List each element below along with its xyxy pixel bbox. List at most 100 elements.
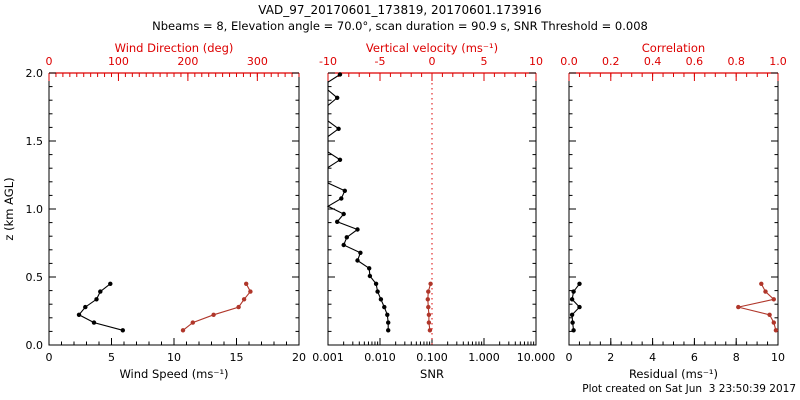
data-point <box>108 281 113 286</box>
data-point <box>571 328 576 333</box>
data-point <box>341 242 346 248</box>
data-point <box>386 320 391 325</box>
svg-text:SNR: SNR <box>420 367 444 381</box>
svg-text:0.6: 0.6 <box>686 55 704 68</box>
svg-text:0.0: 0.0 <box>26 339 44 352</box>
data-point <box>335 219 340 224</box>
svg-text:10: 10 <box>167 351 181 364</box>
series-residual <box>569 281 582 333</box>
data-point <box>94 297 99 302</box>
data-point <box>426 320 432 325</box>
svg-text:2: 2 <box>607 351 614 364</box>
data-point <box>375 289 380 294</box>
series-snr-profile <box>326 72 391 333</box>
data-point <box>76 312 82 317</box>
data-point <box>190 320 195 325</box>
panel-frame <box>568 73 779 346</box>
series-correlation <box>736 281 779 333</box>
svg-text:Vertical velocity (ms⁻¹): Vertical velocity (ms⁻¹) <box>366 41 498 55</box>
svg-text:5: 5 <box>108 351 115 364</box>
svg-text:0: 0 <box>566 351 573 364</box>
svg-text:Wind Direction (deg): Wind Direction (deg) <box>115 41 234 55</box>
data-point <box>569 312 575 317</box>
axis-ticks <box>327 72 537 346</box>
svg-text:-10: -10 <box>319 55 337 68</box>
data-point <box>342 188 347 193</box>
data-point <box>120 328 126 333</box>
data-point <box>211 312 216 317</box>
svg-text:0.001: 0.001 <box>312 351 344 364</box>
data-point <box>385 312 390 317</box>
svg-text:5: 5 <box>481 55 488 68</box>
data-point <box>373 281 379 286</box>
data-point <box>180 328 186 333</box>
data-point <box>736 304 741 310</box>
svg-text:15: 15 <box>230 351 244 364</box>
svg-text:0: 0 <box>46 55 53 68</box>
axis-ticks <box>568 72 779 346</box>
svg-text:1.0: 1.0 <box>26 203 44 216</box>
svg-text:2.0: 2.0 <box>26 67 44 80</box>
data-point <box>773 328 779 333</box>
svg-text:0: 0 <box>429 55 436 68</box>
svg-text:1.0: 1.0 <box>769 55 787 68</box>
data-point <box>344 235 349 240</box>
svg-text:0.8: 0.8 <box>727 55 745 68</box>
data-point <box>386 328 391 333</box>
data-point <box>577 281 582 286</box>
data-point <box>427 328 433 333</box>
data-point <box>759 281 764 286</box>
svg-text:1.5: 1.5 <box>26 135 44 148</box>
svg-text:1.000: 1.000 <box>468 351 500 364</box>
svg-text:4: 4 <box>649 351 656 364</box>
svg-text:0.100: 0.100 <box>416 351 448 364</box>
data-point <box>98 289 103 294</box>
svg-text:10: 10 <box>771 351 785 364</box>
panel-frame <box>48 73 300 346</box>
series-wind-direction <box>180 281 253 333</box>
data-point <box>244 281 249 286</box>
data-point <box>355 258 360 263</box>
data-point <box>367 273 373 279</box>
svg-text:300: 300 <box>247 55 268 68</box>
data-point <box>337 157 343 162</box>
svg-text:-5: -5 <box>375 55 386 68</box>
data-point <box>771 297 776 302</box>
data-point <box>248 289 253 294</box>
svg-text:0.5: 0.5 <box>26 271 44 284</box>
svg-text:8: 8 <box>733 351 740 364</box>
plot-created-timestamp: Plot created on Sat Jun 3 23:50:39 2017 <box>582 383 796 395</box>
svg-text:0.2: 0.2 <box>602 55 620 68</box>
data-point <box>570 320 575 325</box>
series-wind-speed <box>76 281 126 333</box>
svg-text:10.000: 10.000 <box>517 351 556 364</box>
data-point <box>771 320 776 325</box>
svg-text:100: 100 <box>108 55 129 68</box>
svg-text:0: 0 <box>46 351 53 364</box>
data-point <box>335 95 340 101</box>
svg-text:Residual (ms⁻¹): Residual (ms⁻¹) <box>629 367 718 381</box>
data-point <box>378 297 384 302</box>
series-line <box>738 283 777 331</box>
data-point <box>358 250 363 255</box>
data-point <box>336 126 341 131</box>
panel-snr: 0.001 0.010 0.100 1.000 10.000 SNR -10 -5 0 5 10 Ve… <box>312 41 555 381</box>
data-point <box>367 266 372 271</box>
svg-text:6: 6 <box>691 351 698 364</box>
data-point <box>428 281 433 286</box>
data-point <box>241 297 247 302</box>
data-point <box>382 304 387 310</box>
svg-text:Wind Speed (ms⁻¹): Wind Speed (ms⁻¹) <box>119 367 228 381</box>
data-point <box>341 211 346 217</box>
data-point <box>569 297 575 302</box>
plot-subtitle: Nbeams = 8, Elevation angle = 70.0°, sca… <box>152 19 648 33</box>
data-point <box>236 304 241 310</box>
data-point <box>91 320 97 325</box>
svg-text:0.010: 0.010 <box>364 351 396 364</box>
svg-text:0.0: 0.0 <box>560 55 578 68</box>
series-line <box>326 74 389 331</box>
data-point <box>763 289 768 294</box>
panel-wind: 0 5 10 15 20 Wind Speed (ms⁻¹) 0 100 200 300 Wind … <box>2 41 306 381</box>
data-point <box>426 289 431 294</box>
